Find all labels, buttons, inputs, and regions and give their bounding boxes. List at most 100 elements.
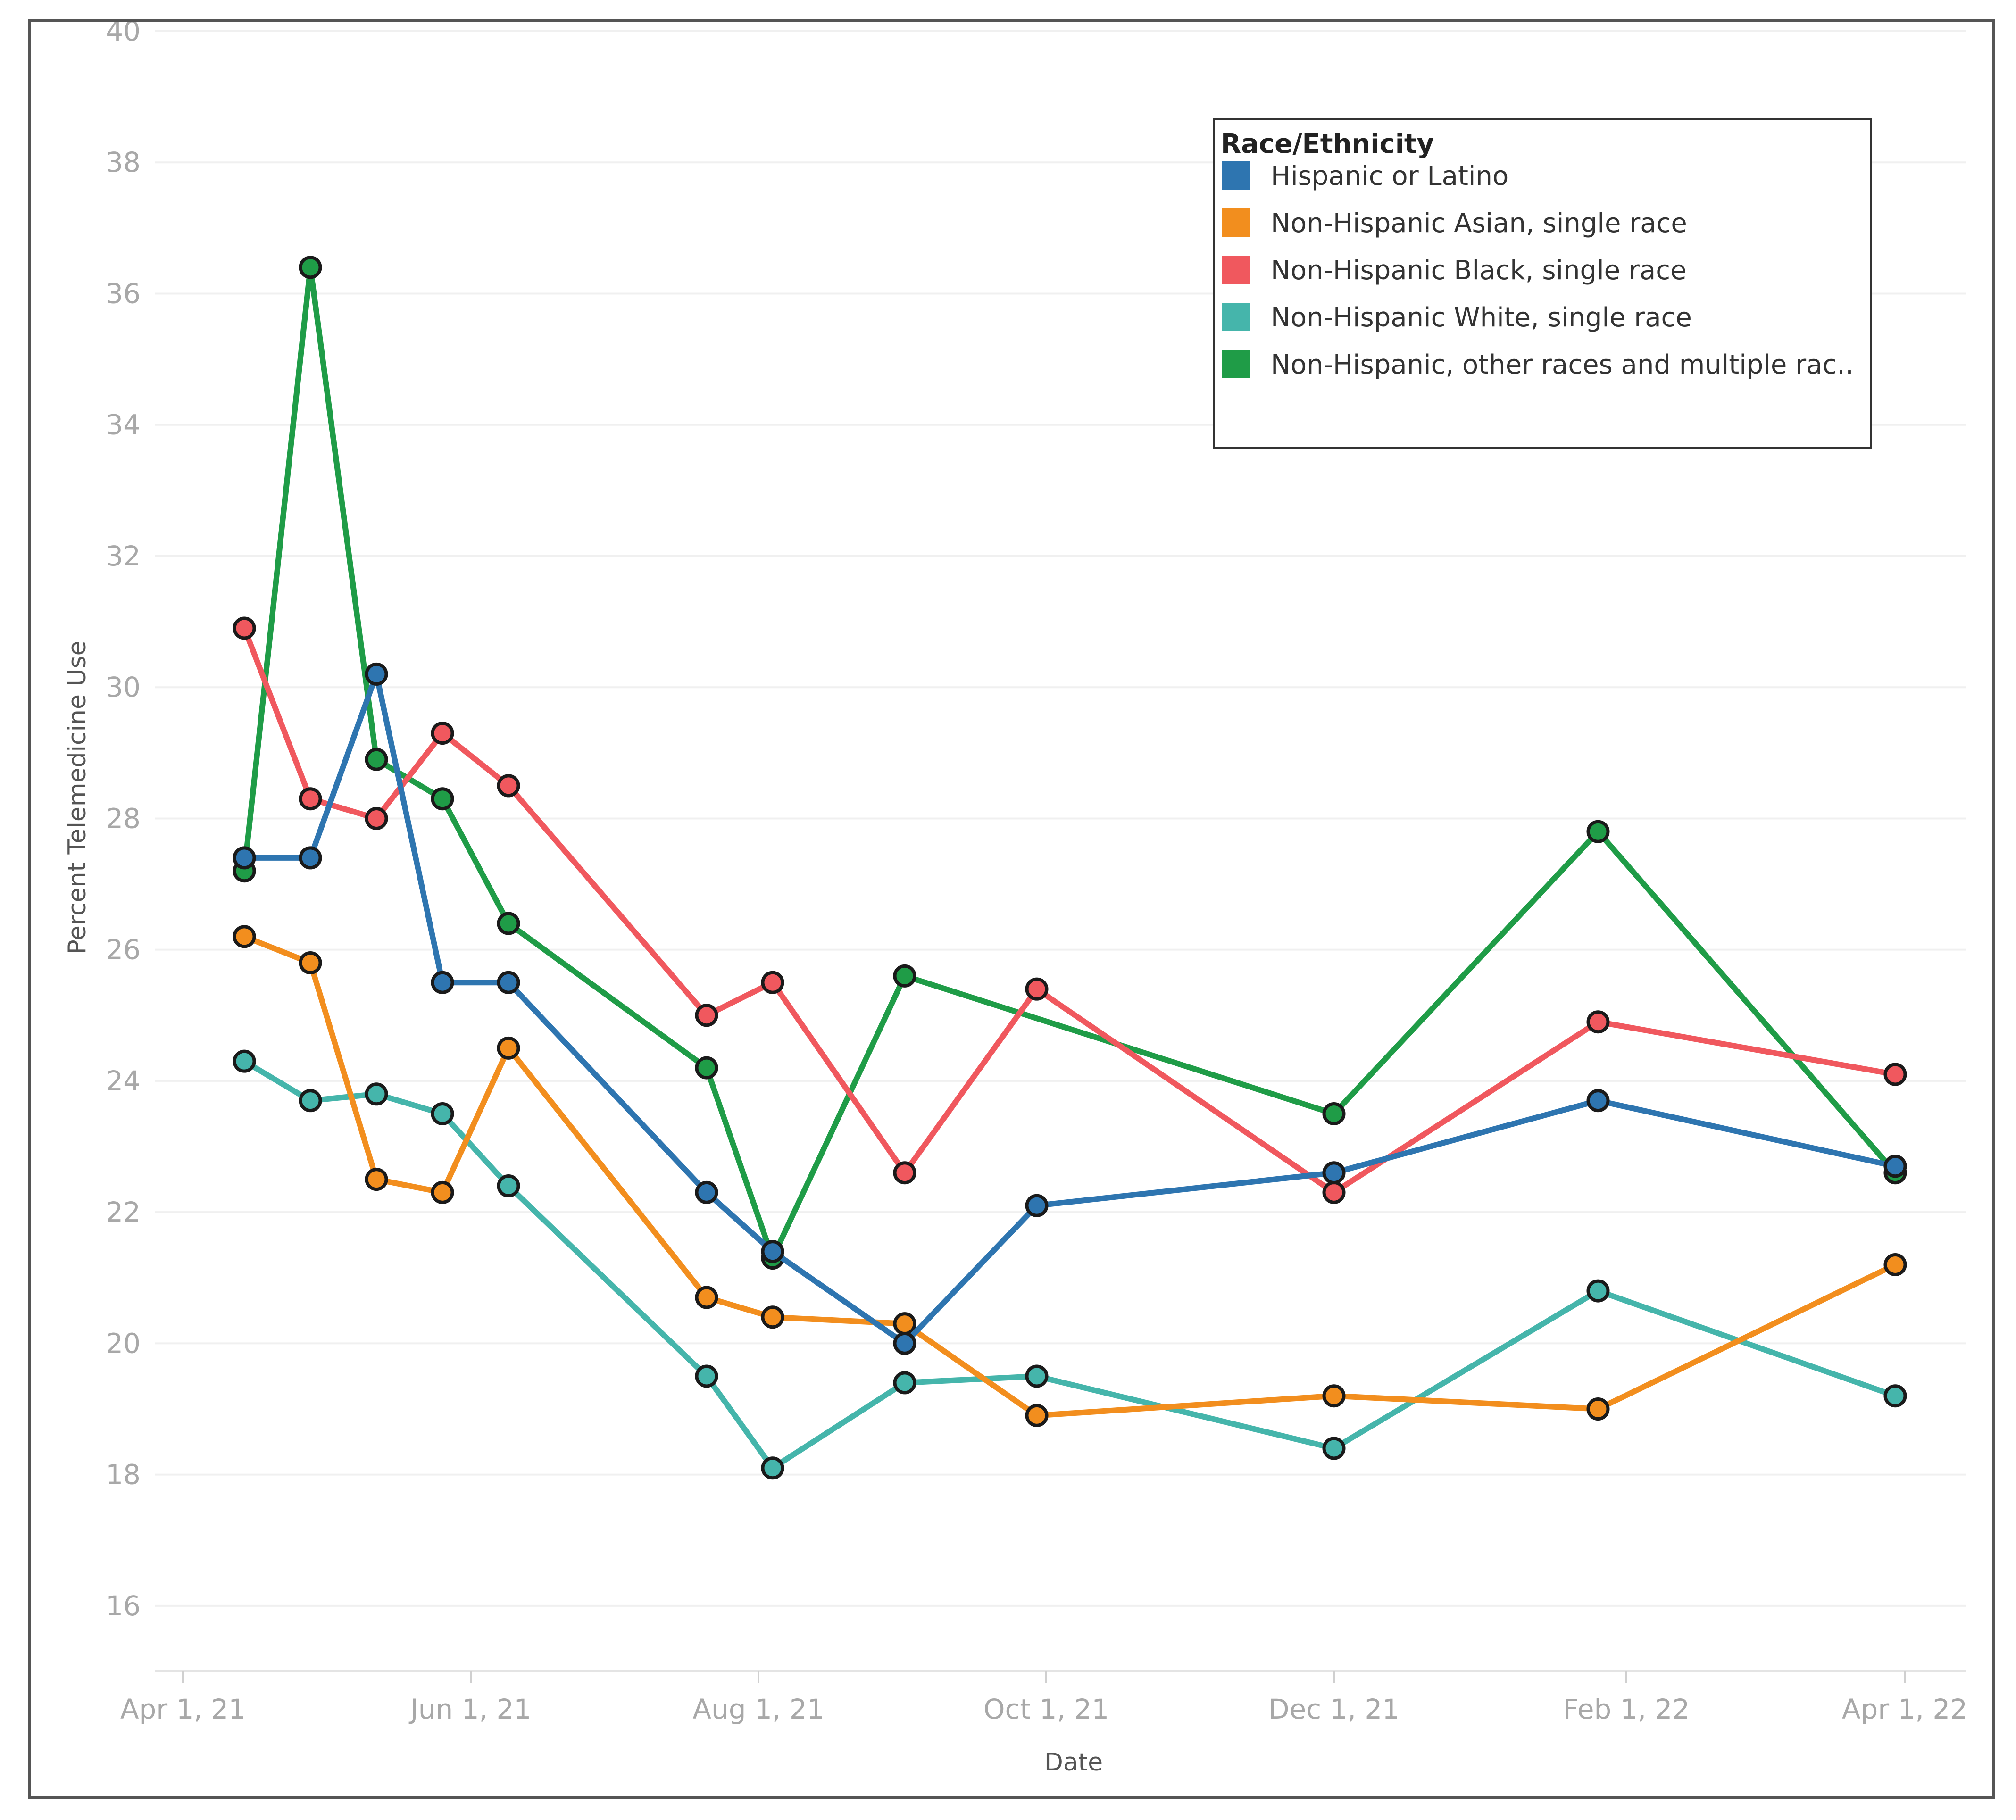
data-point xyxy=(761,971,784,994)
data-point xyxy=(431,722,454,745)
data-point xyxy=(1883,1063,1907,1086)
data-point xyxy=(1322,1437,1346,1460)
y-tick-label: 20 xyxy=(106,1327,141,1359)
series-lines xyxy=(233,256,1907,1480)
y-axis: 16 18 20 22 24 26 28 30 32 34 36 38 40 xyxy=(106,22,141,1622)
data-point xyxy=(893,1312,916,1336)
x-axis: Apr 1, 21 Jun 1, 21 Aug 1, 21 Oct 1, 21 Dec … xyxy=(120,1670,1967,1725)
data-point xyxy=(893,964,916,988)
series-line xyxy=(242,933,1898,1419)
y-tick-label: 26 xyxy=(106,934,141,966)
data-point xyxy=(431,971,454,994)
data-point xyxy=(1586,820,1610,843)
series-3 xyxy=(233,1049,1907,1480)
data-point xyxy=(695,1180,718,1204)
x-tick-label: Oct 1, 21 xyxy=(983,1693,1109,1725)
data-point xyxy=(1322,1180,1346,1204)
y-tick-label: 24 xyxy=(106,1065,141,1097)
y-tick-label: 22 xyxy=(106,1196,141,1228)
data-point xyxy=(431,787,454,811)
legend-label: Hispanic or Latino xyxy=(1271,161,1508,191)
x-tick-label: Apr 1, 21 xyxy=(120,1693,246,1725)
data-point xyxy=(761,1240,784,1263)
x-tick-label: Apr 1, 22 xyxy=(1842,1693,1967,1725)
data-point xyxy=(1586,1010,1610,1034)
data-point xyxy=(299,787,322,811)
series-line xyxy=(242,625,1898,1196)
line-chart: 16 18 20 22 24 26 28 30 32 34 36 38 40 Apr 1, 21 Jun … xyxy=(63,22,1967,1777)
y-axis-title: Percent Telemedicine Use xyxy=(63,640,92,954)
chart-frame: 16 18 20 22 24 26 28 30 32 34 36 38 40 Apr 1, 21 Jun … xyxy=(28,19,1995,1799)
y-tick-label: 30 xyxy=(106,671,141,703)
data-point xyxy=(1883,1384,1907,1408)
data-point xyxy=(695,1364,718,1388)
data-point xyxy=(893,1371,916,1395)
series-line xyxy=(242,671,1898,1346)
legend-swatch xyxy=(1222,161,1250,190)
data-point xyxy=(1883,1253,1907,1276)
data-point xyxy=(1586,1279,1610,1303)
data-point xyxy=(1586,1397,1610,1421)
data-point xyxy=(299,1089,322,1113)
data-point xyxy=(1322,1161,1346,1185)
legend-label: Non-Hispanic, other races and multiple r… xyxy=(1271,349,1854,380)
data-point xyxy=(431,1180,454,1204)
data-point xyxy=(365,806,388,830)
legend-label: Non-Hispanic Asian, single race xyxy=(1271,208,1687,239)
data-point xyxy=(497,1174,520,1198)
data-point xyxy=(1025,1404,1049,1427)
x-tick-label: Jun 1, 21 xyxy=(409,1693,532,1725)
data-point xyxy=(1586,1089,1610,1113)
data-point xyxy=(761,1456,784,1480)
data-point xyxy=(1025,1364,1049,1388)
data-point xyxy=(497,971,520,994)
legend-box xyxy=(1213,118,1872,449)
x-tick-label: Feb 1, 22 xyxy=(1563,1693,1690,1725)
legend-swatch xyxy=(1222,350,1250,378)
legend-items: Hispanic or Latino Non-Hispanic Asian, si… xyxy=(1222,161,1854,380)
data-point xyxy=(695,1004,718,1027)
legend-title: Race/Ethnicity xyxy=(1221,129,1434,159)
series-2 xyxy=(233,616,1907,1204)
y-tick-label: 28 xyxy=(106,802,141,834)
data-point xyxy=(761,1305,784,1329)
y-tick-label: 18 xyxy=(106,1459,141,1491)
y-tick-label: 36 xyxy=(106,277,141,309)
data-point xyxy=(431,1102,454,1125)
series-1 xyxy=(233,925,1907,1427)
data-point xyxy=(1322,1102,1346,1125)
data-point xyxy=(299,846,322,870)
data-point xyxy=(233,846,256,870)
y-tick-label: 34 xyxy=(106,409,141,441)
series-line xyxy=(242,1058,1898,1471)
y-tick-label: 32 xyxy=(106,540,141,572)
data-point xyxy=(365,1168,388,1191)
legend-label: Non-Hispanic Black, single race xyxy=(1271,255,1686,286)
y-tick-label: 40 xyxy=(106,22,141,47)
data-point xyxy=(1025,977,1049,1001)
data-point xyxy=(497,1036,520,1060)
data-point xyxy=(365,748,388,771)
data-point xyxy=(299,951,322,975)
legend: Race/Ethnicity Hispanic or Latino Non-His… xyxy=(1213,118,1872,449)
y-tick-label: 16 xyxy=(106,1590,141,1622)
data-point xyxy=(365,1082,388,1106)
data-point xyxy=(1322,1384,1346,1408)
data-point xyxy=(695,1286,718,1309)
legend-swatch xyxy=(1222,303,1250,331)
data-point xyxy=(1883,1155,1907,1178)
series-0 xyxy=(233,662,1907,1355)
legend-swatch xyxy=(1222,208,1250,237)
data-point xyxy=(893,1161,916,1185)
data-point xyxy=(695,1056,718,1080)
data-point xyxy=(233,616,256,640)
data-point xyxy=(233,925,256,948)
x-tick-label: Dec 1, 21 xyxy=(1268,1693,1400,1725)
data-point xyxy=(299,256,322,279)
data-point xyxy=(893,1331,916,1355)
legend-label: Non-Hispanic White, single race xyxy=(1271,302,1692,333)
legend-swatch xyxy=(1222,256,1250,284)
x-tick-label: Aug 1, 21 xyxy=(692,1693,824,1725)
data-point xyxy=(365,662,388,686)
y-tick-label: 38 xyxy=(106,146,141,178)
